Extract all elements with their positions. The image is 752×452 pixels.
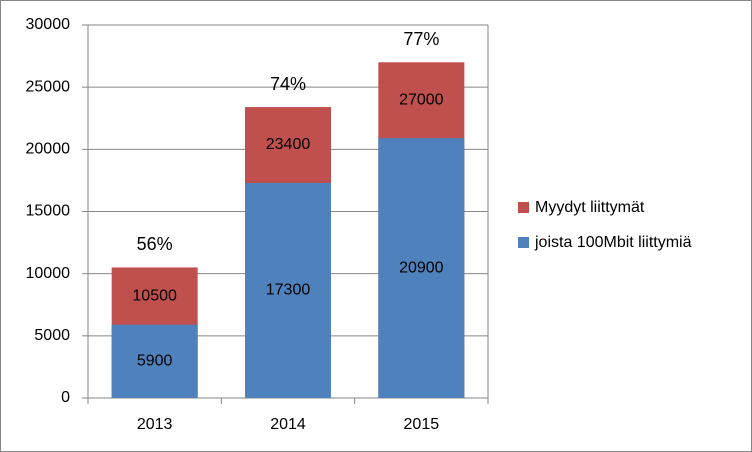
y-tick-label: 5000 [34, 327, 70, 344]
y-tick-label: 30000 [26, 16, 71, 33]
data-label: 10500 [132, 287, 177, 304]
y-tick-label: 25000 [26, 78, 71, 95]
y-tick-label: 0 [61, 389, 70, 406]
x-tick-label: 2014 [270, 416, 306, 433]
data-label: 17300 [266, 282, 311, 299]
annotation: 74% [270, 74, 306, 94]
legend-swatch [518, 202, 529, 213]
bar [245, 182, 331, 398]
annotation: 56% [137, 234, 173, 254]
data-label: 20900 [399, 259, 444, 276]
bar [378, 138, 465, 399]
y-tick-label: 20000 [26, 141, 71, 158]
x-tick-label: 2013 [137, 416, 173, 433]
y-tick-label: 10000 [26, 265, 71, 282]
annotation: 77% [403, 29, 439, 49]
legend-label: joista 100Mbit liittymiä [534, 234, 692, 251]
data-label: 27000 [399, 91, 444, 108]
bar [111, 324, 198, 398]
x-tick-label: 2015 [404, 416, 440, 433]
data-label: 5900 [137, 353, 173, 370]
y-tick-label: 15000 [26, 203, 71, 220]
data-label: 23400 [266, 136, 311, 153]
legend-label: Myydyt liittymät [535, 199, 645, 216]
legend-swatch [518, 237, 529, 248]
